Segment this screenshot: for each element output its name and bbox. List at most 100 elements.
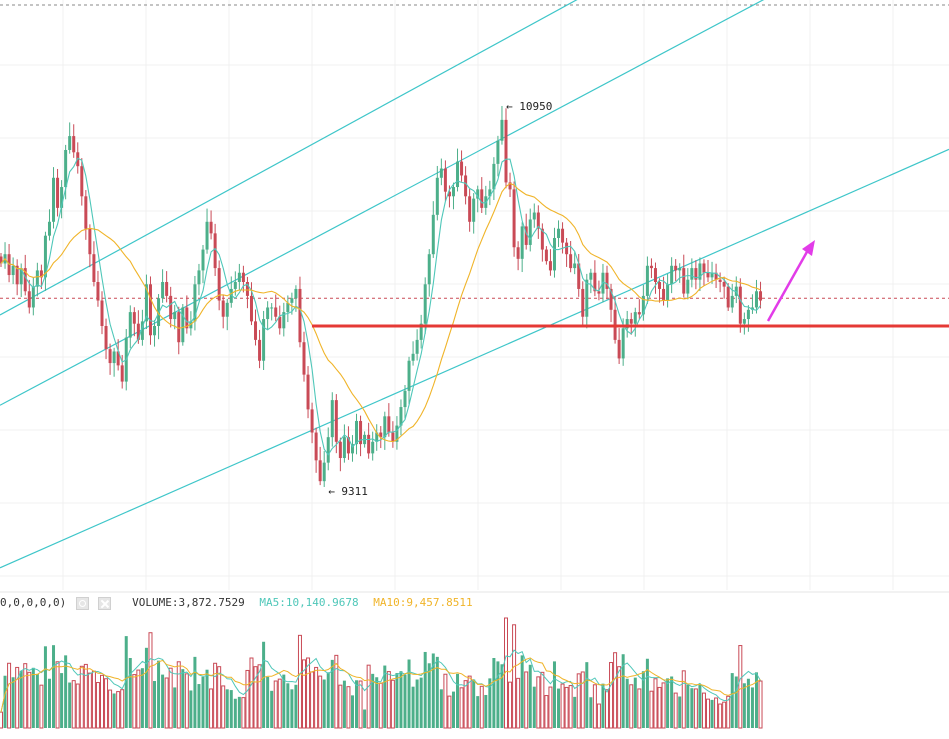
volume-bar [637,688,642,729]
candle-body [508,182,512,190]
volume-bar [140,668,144,728]
volume-bar [661,682,666,729]
volume-bar [540,671,545,729]
volume-bar [399,671,403,728]
candle-body [464,175,468,197]
candle-body [456,161,460,188]
candle-body [569,254,573,269]
candle-body [565,242,569,255]
volume-bar [451,691,455,728]
volume-bar [592,684,597,729]
candle-body [528,219,532,245]
candle-body [516,247,520,259]
candle-body [573,263,577,269]
volume-bar [197,684,201,728]
volume-bar [161,674,165,728]
volume-bars [0,617,763,729]
candle-body [35,270,39,287]
candle-body [670,265,674,285]
volume-bar [342,680,346,728]
volume-bar [193,656,197,728]
volume-bar [176,661,181,729]
volume-bar [407,659,411,728]
candle-body [738,286,742,324]
volume-legend: 0,0,0,0,0) VOLUME:3,872.7529 MA5:10,140.… [0,595,473,611]
candle-body [637,312,641,315]
volume-bar [758,680,763,729]
candle-body [557,228,561,238]
volume-bar [746,678,750,728]
candle-body [112,351,116,364]
volume-bar [201,676,205,728]
candle-body [678,268,682,271]
volume-bar [11,677,15,728]
volume-bar [754,672,758,728]
candle-body [488,189,492,197]
candle-body [237,272,241,282]
volume-bar [738,645,743,729]
candle-body [173,312,177,320]
volume-params: 0,0,0,0,0) [0,596,67,609]
volume-bar [693,688,698,729]
candle-body [460,161,464,176]
volume-bar [690,688,694,728]
volume-bar [722,701,727,729]
candle-body [690,268,694,280]
candle-body [128,312,132,338]
candle-body [476,189,480,199]
volume-bar [411,686,415,728]
volume-bar [253,666,258,729]
candle-body [346,437,350,454]
candle-body [270,307,274,309]
volume-bar [386,671,391,729]
candle-body [52,177,56,222]
candle-body [540,228,544,250]
volume-bar [645,658,649,728]
volume-bar [484,694,488,728]
volume-bar [544,695,549,729]
volume-bar [164,677,169,729]
volume-value: VOLUME:3,872.7529 [132,596,245,609]
candle-body [326,437,330,463]
candle-body [742,319,746,324]
volume-bar [52,645,56,728]
candle-body [39,270,43,278]
volume-bar [710,699,714,728]
close-icon[interactable] [98,596,112,610]
volume-bar [55,661,60,729]
candle-body [750,307,754,310]
candle-body [403,390,407,408]
volume-bar [423,651,427,728]
volume-bar [31,667,35,728]
volume-bar [205,669,209,728]
volume-bar [270,690,274,728]
volume-bar [657,686,662,729]
volume-bar [229,690,233,728]
volume-bar [39,684,44,729]
candle-body [415,339,419,354]
candle-body [585,279,589,317]
volume-bar [148,632,153,729]
candle-body [694,268,698,280]
candle-body [492,163,496,190]
volume-bar [35,673,39,728]
volume-bar [613,652,618,729]
volume-bar [184,673,189,729]
candle-body [710,272,714,278]
volume-bar [330,659,334,728]
candle-body [682,268,686,294]
candle-body [419,323,423,340]
volume-bar [209,688,214,729]
volume-bar [213,662,218,729]
volume-bar [673,692,678,729]
settings-icon[interactable] [75,596,89,610]
volume-bar [726,695,731,729]
candle-body [310,409,314,433]
candle-body [520,226,524,259]
volume-bar [120,689,125,729]
grid [0,0,949,593]
volume-bar [262,641,266,728]
candle-body [605,272,609,289]
volume-bar [153,681,157,728]
